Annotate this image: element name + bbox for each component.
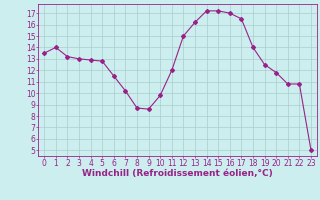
X-axis label: Windchill (Refroidissement éolien,°C): Windchill (Refroidissement éolien,°C) — [82, 169, 273, 178]
